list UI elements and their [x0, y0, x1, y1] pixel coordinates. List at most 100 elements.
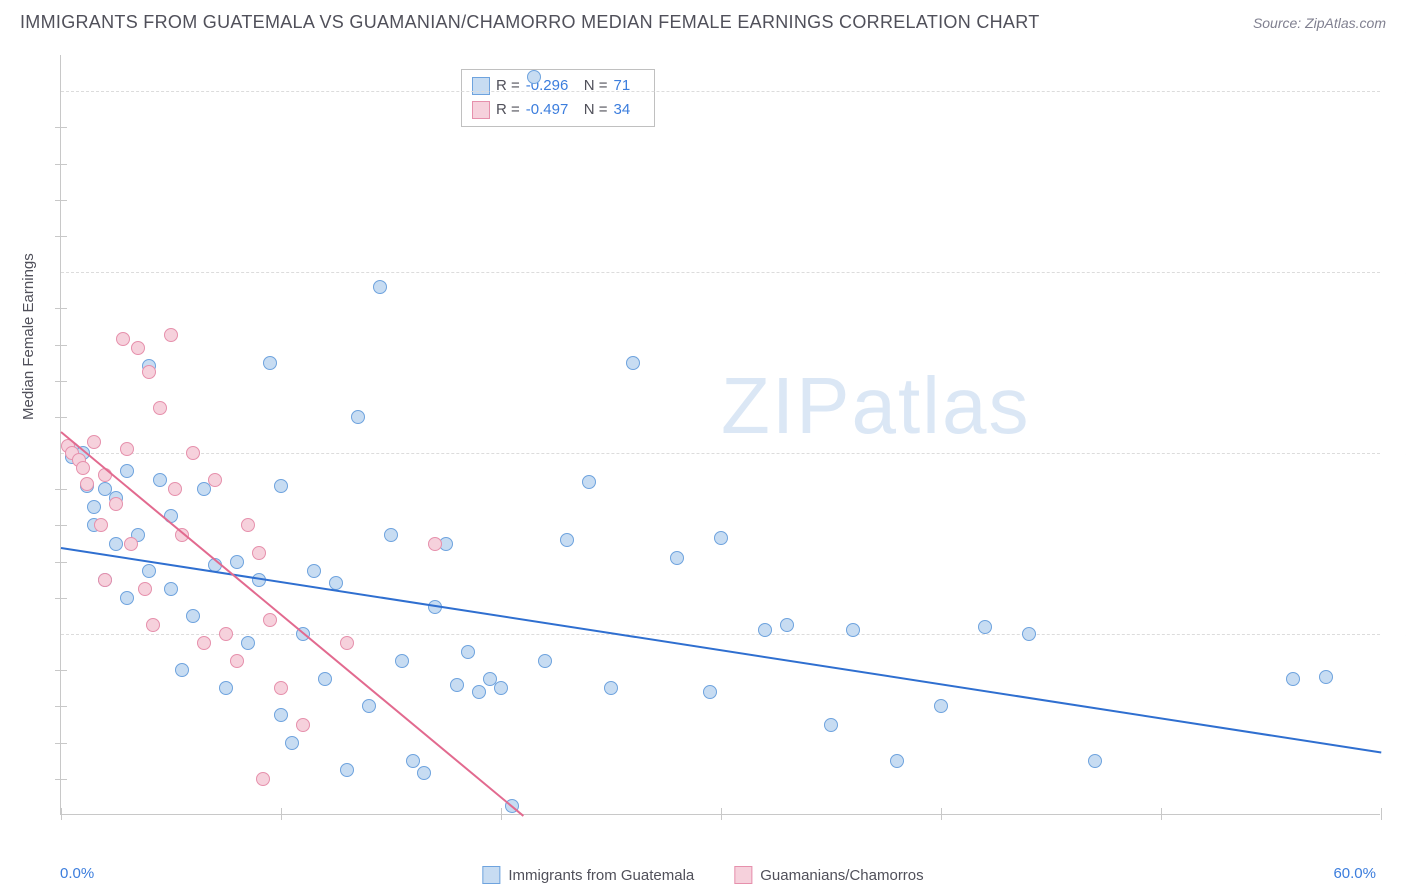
stat-swatch: [472, 77, 490, 95]
scatter-point: [406, 754, 420, 768]
x-axis-max-label: 60.0%: [1333, 865, 1376, 882]
y-minor-tick: [55, 598, 67, 599]
scatter-point: [1022, 627, 1036, 641]
scatter-point: [340, 636, 354, 650]
y-minor-tick: [55, 164, 67, 165]
scatter-point: [153, 401, 167, 415]
scatter-point: [263, 356, 277, 370]
scatter-point: [780, 618, 794, 632]
legend-item: Immigrants from Guatemala: [482, 866, 694, 884]
y-minor-tick: [55, 127, 67, 128]
stat-n-label: N =: [584, 98, 608, 122]
scatter-point: [256, 772, 270, 786]
gridline-h: [61, 453, 1380, 454]
gridline-h: [61, 634, 1380, 635]
scatter-point: [758, 623, 772, 637]
watermark-bold: ZIP: [721, 361, 851, 450]
scatter-plot-area: ZIPatlas R =-0.296N =71R =-0.497N =34 $3…: [60, 55, 1380, 815]
scatter-point: [373, 280, 387, 294]
scatter-point: [109, 497, 123, 511]
stat-n-value: 34: [614, 98, 644, 122]
scatter-point: [87, 500, 101, 514]
source-name: ZipAtlas.com: [1305, 15, 1386, 31]
scatter-point: [76, 461, 90, 475]
scatter-point: [197, 636, 211, 650]
chart-header: IMMIGRANTS FROM GUATEMALA VS GUAMANIAN/C…: [0, 0, 1406, 41]
scatter-point: [846, 623, 860, 637]
scatter-point: [80, 477, 94, 491]
scatter-point: [109, 537, 123, 551]
y-minor-tick: [55, 670, 67, 671]
scatter-point: [120, 464, 134, 478]
y-minor-tick: [55, 706, 67, 707]
x-tick: [721, 808, 722, 820]
scatter-point: [307, 564, 321, 578]
stat-n-value: 71: [614, 74, 644, 98]
scatter-point: [124, 537, 138, 551]
scatter-point: [116, 332, 130, 346]
scatter-point: [186, 609, 200, 623]
scatter-point: [450, 678, 464, 692]
scatter-point: [890, 754, 904, 768]
x-tick: [1381, 808, 1382, 820]
y-minor-tick: [55, 236, 67, 237]
scatter-point: [230, 555, 244, 569]
scatter-point: [296, 718, 310, 732]
scatter-point: [131, 341, 145, 355]
scatter-point: [94, 518, 108, 532]
scatter-point: [318, 672, 332, 686]
y-minor-tick: [55, 743, 67, 744]
scatter-point: [263, 613, 277, 627]
scatter-point: [98, 573, 112, 587]
scatter-point: [714, 531, 728, 545]
scatter-point: [230, 654, 244, 668]
scatter-point: [208, 473, 222, 487]
scatter-point: [146, 618, 160, 632]
scatter-point: [538, 654, 552, 668]
scatter-point: [362, 699, 376, 713]
scatter-point: [164, 582, 178, 596]
source-attribution: Source: ZipAtlas.com: [1253, 15, 1386, 31]
y-tick-label: $60,000: [1390, 83, 1406, 100]
legend-label: Guamanians/Chamorros: [760, 867, 923, 884]
scatter-point: [153, 473, 167, 487]
scatter-point: [351, 410, 365, 424]
y-minor-tick: [55, 200, 67, 201]
scatter-point: [626, 356, 640, 370]
correlation-stat-box: R =-0.296N =71R =-0.497N =34: [461, 69, 655, 127]
watermark-light: atlas: [851, 361, 1030, 450]
stat-r-value: -0.497: [526, 98, 578, 122]
y-tick-label: $50,000: [1390, 264, 1406, 281]
chart-title: IMMIGRANTS FROM GUATEMALA VS GUAMANIAN/C…: [20, 12, 1040, 33]
scatter-point: [670, 551, 684, 565]
scatter-point: [87, 435, 101, 449]
scatter-point: [120, 442, 134, 456]
scatter-point: [384, 528, 398, 542]
scatter-point: [934, 699, 948, 713]
y-minor-tick: [55, 381, 67, 382]
gridline-h: [61, 91, 1380, 92]
y-tick-label: $30,000: [1390, 626, 1406, 643]
x-tick: [281, 808, 282, 820]
scatter-point: [494, 681, 508, 695]
scatter-point: [142, 564, 156, 578]
scatter-point: [472, 685, 486, 699]
legend-bottom: Immigrants from Guatemala Guamanians/Cham…: [482, 866, 923, 884]
scatter-point: [582, 475, 596, 489]
y-minor-tick: [55, 489, 67, 490]
gridline-h: [61, 272, 1380, 273]
scatter-point: [274, 681, 288, 695]
scatter-point: [285, 736, 299, 750]
watermark: ZIPatlas: [721, 360, 1030, 452]
scatter-point: [1319, 670, 1333, 684]
y-minor-tick: [55, 417, 67, 418]
scatter-point: [417, 766, 431, 780]
stat-row: R =-0.497N =34: [472, 98, 644, 122]
x-tick: [61, 808, 62, 820]
scatter-point: [120, 591, 134, 605]
scatter-point: [274, 479, 288, 493]
scatter-point: [219, 681, 233, 695]
legend-item: Guamanians/Chamorros: [734, 866, 923, 884]
scatter-point: [142, 365, 156, 379]
scatter-point: [340, 763, 354, 777]
